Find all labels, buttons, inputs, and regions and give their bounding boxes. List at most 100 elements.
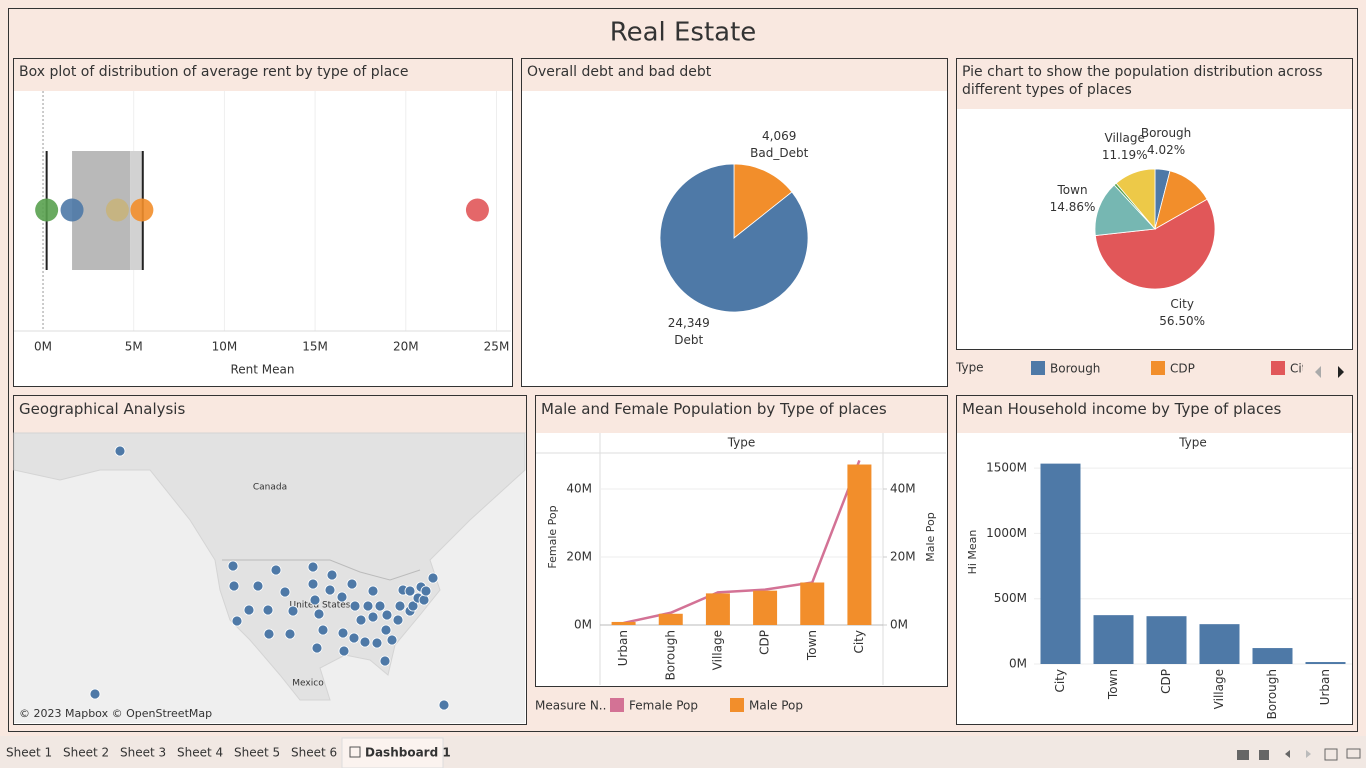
map-point [284,628,296,640]
dashboard-title: Real Estate [610,18,757,48]
map-point [243,604,255,616]
bar [1040,463,1081,664]
bar [611,621,636,625]
y2-tick-label: 20M [890,550,916,564]
map-point [114,445,126,457]
panel-header [14,396,526,433]
bar [800,582,825,625]
map-attribution: © 2023 Mapbox © OpenStreetMap [19,707,212,720]
bar [1252,648,1293,664]
x-tick-label: CDP [758,630,772,655]
map-point [359,636,371,648]
panel-header [522,59,947,91]
panel-title: Mean Household income by Type of places [962,400,1282,418]
map-point [324,584,336,596]
tab[interactable]: Sheet 4 [177,746,223,760]
panel-header [957,396,1352,433]
map-point [338,645,350,657]
pie-slice [659,163,809,313]
toolbar-icon [1346,748,1361,759]
map-point [231,615,243,627]
tab[interactable]: Sheet 6 [291,746,337,760]
bar [705,593,730,625]
y-tick-label: 500M [994,591,1027,605]
pie-label-name: City [1170,297,1194,311]
tab[interactable]: Sheet 2 [63,746,109,760]
legend-title: Type [955,361,984,375]
panel-header [14,59,512,91]
x-tick-label: Town [1106,669,1120,700]
panel-title: Pie chart to show the population distrib… [962,64,1323,98]
map-point [252,580,264,592]
map-point [317,624,329,636]
x-tick-label: City [852,630,866,654]
column-header: Type [727,436,756,450]
map-point [362,600,374,612]
pie-slice [733,163,793,239]
tab[interactable]: Sheet 1 [6,746,52,760]
y2-axis-title: Male Pop [924,512,937,562]
map-point [262,604,274,616]
x-tick-label: Village [710,630,724,670]
pie-label-name: Village [1105,131,1145,145]
x-axis-title: Rent Mean [230,363,294,377]
map-point [326,569,338,581]
box-point [465,198,489,222]
map-point [227,560,239,572]
pie-slice [1115,168,1156,231]
legend-label: Male Pop [749,699,803,713]
box-point [105,198,129,222]
legend: BoroughCDPCityTownUrbanVillage [1031,361,1303,376]
map-point [407,600,419,612]
map-point [346,578,358,590]
legend-title: Measure N.. [535,699,606,713]
map-point [386,634,398,646]
map-point [438,699,450,711]
legend-swatch [1031,361,1045,375]
panel-header [957,59,1352,109]
y-tick-label: 0M [1009,657,1027,671]
x-tick-label: Borough [1265,669,1279,719]
toolbar-icon [1285,750,1290,758]
y-axis-title: Hi Mean [966,530,979,575]
bar [1146,616,1187,664]
x-tick-label: Urban [616,630,630,666]
panel-title: Box plot of distribution of average rent… [19,64,409,80]
x-tick-label: 20M [393,340,419,354]
map-point [313,608,325,620]
pie-label-value: 24,349 [668,316,710,330]
map-point [349,600,361,612]
pie-label-name: Town [1057,183,1088,197]
panel-title-box: Box plot of distribution of average rent… [19,64,409,80]
legend-swatch [1151,361,1165,375]
box-point [130,198,154,222]
y-tick-label: 1000M [986,526,1027,540]
map-point [337,627,349,639]
x-tick-label: Urban [1318,669,1332,705]
x-tick-label: 0M [34,340,52,354]
map-point [89,688,101,700]
tab[interactable]: Sheet 5 [234,746,280,760]
tab[interactable]: Sheet 3 [120,746,166,760]
map-point [367,611,379,623]
panel-title: Male and Female Population by Type of pl… [541,400,887,418]
legend-label: Borough [1050,362,1100,376]
map-point [394,600,406,612]
tab-bar [0,736,1366,768]
pie-slice [1094,184,1156,237]
legend-prev [1315,366,1321,378]
map-point [311,642,323,654]
x-tick-label: Borough [663,630,677,680]
map-point [348,632,360,644]
x-tick-label: City [1053,669,1067,693]
pie-label-value: 11.19% [1102,148,1148,162]
legend-swatch [1271,361,1285,375]
box-point [35,198,59,222]
legend-label: CDP [1170,362,1195,376]
panel-title-box: Geographical Analysis [19,400,186,418]
panel-title: Geographical Analysis [19,400,186,418]
legend-next[interactable] [1338,366,1344,378]
tab[interactable]: Dashboard 1 [365,746,451,760]
bar [847,464,872,625]
